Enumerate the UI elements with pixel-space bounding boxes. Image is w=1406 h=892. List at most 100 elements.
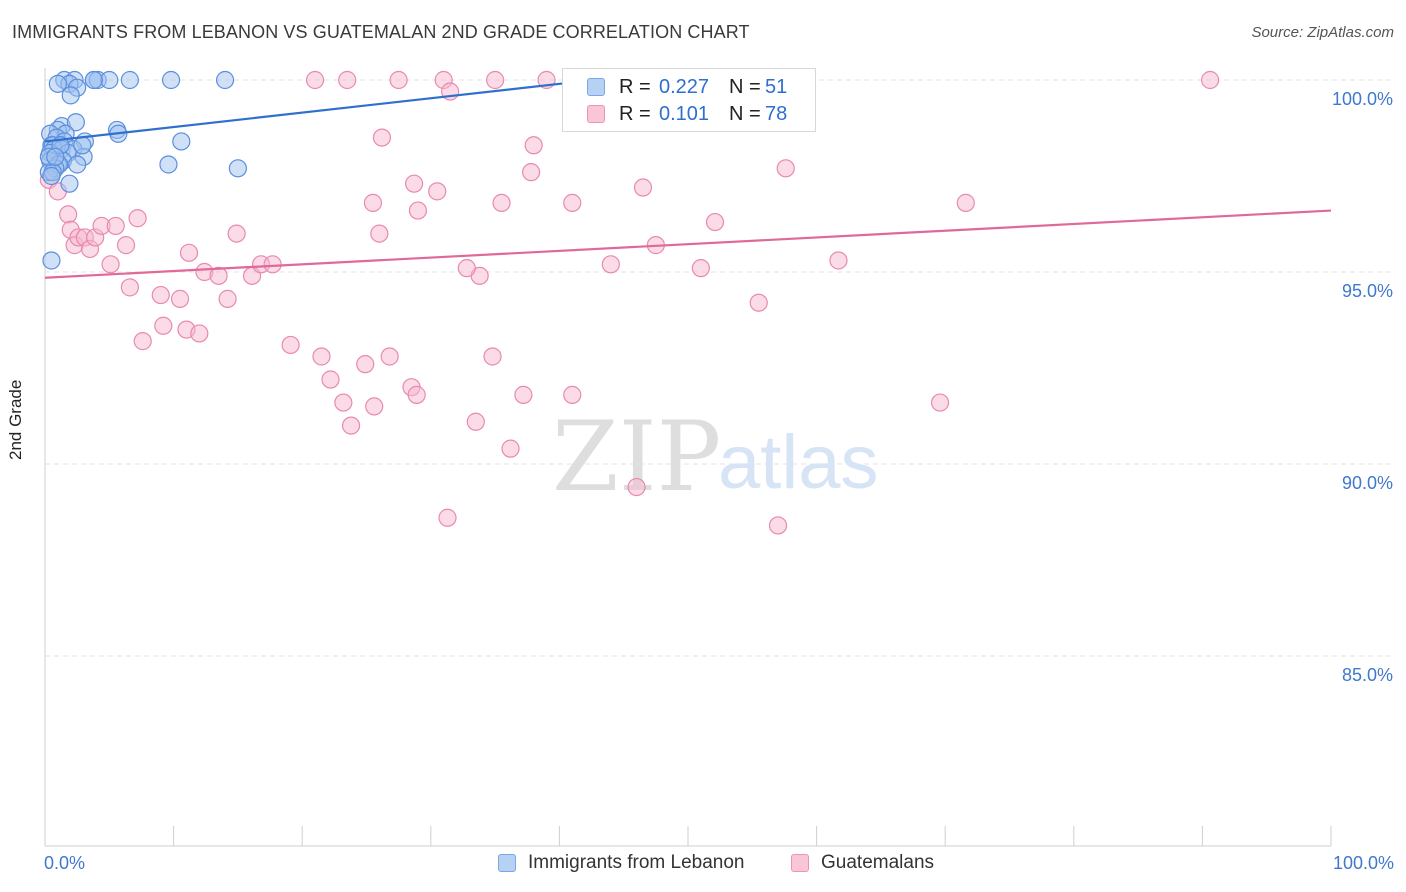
y-axis-label: 2nd Grade xyxy=(6,379,25,460)
guatemalans-point xyxy=(524,136,543,155)
gridlines xyxy=(45,79,1394,657)
n-value: 51 xyxy=(765,75,788,98)
source-label: Source: ZipAtlas.com xyxy=(1251,24,1394,41)
watermark-atlas: atlas xyxy=(718,420,879,505)
stats-row-lebanon: R = 0.227 N = 51 xyxy=(587,75,787,99)
guatemalans-point xyxy=(363,193,383,212)
guatemalans-point xyxy=(133,332,152,351)
guatemalans-point xyxy=(501,439,520,458)
legend-item-lebanon[interactable]: Immigrants from Lebanon xyxy=(498,852,745,874)
guatemalans-point xyxy=(380,347,399,366)
chart-title: IMMIGRANTS FROM LEBANON VS GUATEMALAN 2N… xyxy=(12,22,750,42)
guatemalans-point xyxy=(209,266,228,285)
guatemalans-point xyxy=(106,216,125,236)
guatemalans-point xyxy=(514,385,533,404)
lebanon-point xyxy=(120,70,139,90)
guatemalans-point xyxy=(438,508,457,527)
guatemalans-point xyxy=(627,477,646,497)
guatemalans-point xyxy=(179,243,199,262)
y-tick-label: 90.0% xyxy=(1342,473,1393,493)
n-value: 78 xyxy=(765,102,788,125)
lebanon-point xyxy=(61,86,80,105)
lebanon-point xyxy=(159,155,178,174)
guatemalans-point xyxy=(956,193,975,212)
legend-item-guatemalans[interactable]: Guatemalans xyxy=(791,852,934,874)
guatemalans-point xyxy=(483,347,502,366)
guatemalans-point xyxy=(1201,70,1220,90)
guatemalans-point xyxy=(408,201,428,220)
guatemalans-point xyxy=(486,70,505,90)
y-tick-label: 95.0% xyxy=(1342,281,1393,301)
lebanon-point xyxy=(73,136,92,155)
guatemalans-point xyxy=(407,385,426,404)
guatemalans-point xyxy=(563,193,582,212)
guatemalans-point xyxy=(522,163,541,182)
y-tick-label: 100.0% xyxy=(1332,89,1393,109)
watermark: ZIP atlas xyxy=(552,401,879,513)
guatemalans-point xyxy=(370,224,389,243)
guatemalans-point xyxy=(829,251,848,270)
guatemalans-point xyxy=(372,128,392,147)
guatemalans-point xyxy=(389,70,408,90)
guatemalans-point xyxy=(120,278,139,297)
guatemalans-point xyxy=(705,212,725,232)
lebanon-point xyxy=(228,159,247,178)
n-label: N = xyxy=(729,75,761,98)
guatemalans-point xyxy=(749,293,768,312)
r-label: R = xyxy=(619,102,651,125)
lebanon-trend-line xyxy=(44,76,611,143)
guatemalans-point xyxy=(365,397,384,416)
watermark-zip: ZIP xyxy=(552,401,721,513)
guatemalans-point xyxy=(190,324,209,343)
trend-lines xyxy=(44,76,1332,279)
guatemalans-point xyxy=(334,393,353,412)
guatemalans-point xyxy=(321,370,340,389)
guatemalans-point xyxy=(563,385,582,404)
y-tick-label: 85.0% xyxy=(1342,665,1393,685)
guatemalans-point xyxy=(633,178,653,197)
guatemalans-point xyxy=(356,355,375,374)
guatemalans-point xyxy=(466,412,485,431)
guatemalans-point xyxy=(218,289,237,308)
lebanon-point xyxy=(46,147,65,166)
guatemalans-point xyxy=(428,182,447,201)
guatemalans-point xyxy=(492,193,511,212)
guatemalans-point xyxy=(116,236,136,255)
lebanon-point xyxy=(66,113,85,132)
x-tick-label: 100.0% xyxy=(1333,853,1394,873)
guatemalans-point xyxy=(691,259,710,278)
lebanon-point xyxy=(68,155,87,174)
lebanon-point xyxy=(100,70,119,90)
n-label: N = xyxy=(729,102,761,125)
guatemalans-point xyxy=(154,316,173,335)
r-value: 0.101 xyxy=(659,102,710,125)
guatemalans-point xyxy=(768,516,788,535)
guatemalans-point xyxy=(151,285,170,305)
guatemalans-point xyxy=(227,224,246,243)
guatemalans-point xyxy=(404,174,424,193)
stats-row-guatemalans: R = 0.101 N = 78 xyxy=(587,102,787,126)
guatemalans-point xyxy=(305,70,325,90)
lebanon-legend-swatch xyxy=(498,854,516,872)
lebanon-point xyxy=(215,70,235,90)
guatemalans-swatch xyxy=(587,105,605,123)
lebanon-point xyxy=(60,174,79,193)
guatemalans-point xyxy=(170,289,190,308)
lebanon-point xyxy=(161,70,181,90)
r-value: 0.227 xyxy=(659,75,710,98)
r-label: R = xyxy=(619,75,651,98)
lebanon-point xyxy=(172,132,191,151)
guatemalans-point xyxy=(776,159,795,178)
guatemalans-trend-line xyxy=(44,209,1332,279)
stats-legend-box: R = 0.227 N = 51 R = 0.101 N = 78 xyxy=(562,68,816,132)
x-tick-label: 0.0% xyxy=(44,853,85,873)
lebanon-swatch xyxy=(587,78,605,96)
lebanon-point xyxy=(48,74,67,93)
guatemalans-point xyxy=(101,255,120,274)
guatemalans-point xyxy=(312,347,331,366)
guatemalans-point xyxy=(341,416,361,435)
legend-label-guatemalans: Guatemalans xyxy=(821,852,935,873)
lebanon-point xyxy=(42,251,61,270)
legend-label-lebanon: Immigrants from Lebanon xyxy=(528,852,745,873)
